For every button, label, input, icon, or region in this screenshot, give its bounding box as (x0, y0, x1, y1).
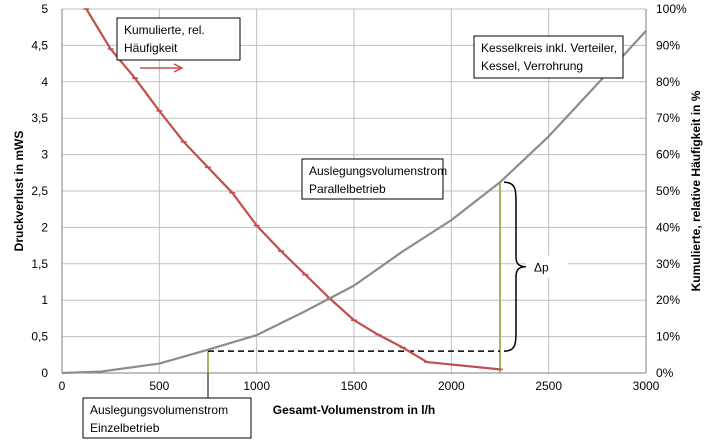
delta-p-brace (503, 181, 527, 352)
y2-tick-label: 30% (656, 257, 680, 271)
delta-p-bg (526, 255, 568, 278)
y-tick-label: 3 (41, 148, 48, 162)
x-tick-label: 2000 (438, 379, 465, 393)
series-layer (61, 8, 647, 375)
annotation-right-frame (473, 35, 624, 79)
annotation-right-text: Kesselkreis inkl. Verteiler, (481, 41, 617, 55)
annotation-left-text: Kumulierte, rel. (124, 23, 205, 37)
y2-tick-label: 80% (656, 75, 680, 89)
annotation-parallel: Auslegungsvolumenstrom Parallelbetrieb (301, 158, 447, 200)
y2-tick-label: 60% (656, 148, 680, 162)
y2-tick-label: 90% (656, 38, 680, 52)
annotation-right: Kesselkreis inkl. Verteiler, Kessel, Verr… (473, 35, 624, 79)
y2-tick-label: 0% (656, 366, 674, 380)
annotation-left-text: Häufigkeit (124, 41, 178, 55)
annotation-parallel-frame (301, 158, 444, 200)
x-tick-label: 1500 (341, 379, 368, 393)
x-axis-title: Gesamt-Volumenstrom in l/h (273, 403, 435, 417)
series-line-0 (85, 8, 501, 371)
x-tick-label: 2500 (535, 379, 562, 393)
x-tick-label: 500 (149, 379, 169, 393)
y-tick-label: 1,5 (31, 257, 48, 271)
y-tick-label: 5 (41, 2, 48, 16)
design-lines (207, 182, 501, 373)
x-tick-label: 3000 (633, 379, 660, 393)
delta-p-label: Δp (526, 255, 568, 278)
x-tick-label: 1000 (243, 379, 270, 393)
tick-labels: 0 500 1000 1500 2000 2500 3000 0 0,5 1 1,5 2 2,5 3 3,5… (31, 2, 687, 393)
y-tick-label: 3,5 (31, 111, 48, 125)
annotation-parallel-text: Parallelbetrieb (309, 182, 386, 196)
y-axis-title: Druckverlust in mWS (12, 131, 26, 252)
y-tick-label: 0 (41, 366, 48, 380)
y2-tick-label: 50% (656, 184, 680, 198)
annotation-single-text: Einzelbetrieb (90, 421, 160, 435)
y2-tick-label: 100% (656, 2, 687, 16)
y-tick-label: 2,5 (31, 184, 48, 198)
y-tick-label: 4,5 (31, 38, 48, 52)
arrow-head (173, 63, 184, 73)
y-tick-label: 2 (41, 220, 48, 234)
series-line-1 (61, 30, 647, 375)
y2-tick-label: 40% (656, 220, 680, 234)
axes (61, 9, 647, 374)
delta-p-text: Δp (534, 261, 549, 275)
y2-tick-label: 10% (656, 330, 680, 344)
y2-tick-label: 20% (656, 293, 680, 307)
y2-tick-label: 70% (656, 111, 680, 125)
annotation-left-frame (116, 17, 241, 61)
annotation-left: Kumulierte, rel. Häufigkeit (116, 17, 241, 61)
annotation-single-text: Auslegungsvolumenstrom (90, 403, 228, 417)
y-tick-label: 1 (41, 293, 48, 307)
y-tick-label: 0,5 (31, 330, 48, 344)
annotation-right-text: Kessel, Verrohrung (481, 59, 583, 73)
x-tick-label: 0 (59, 379, 66, 393)
y2-axis-title: Kumulierte, relative Häufigkeit in % (689, 90, 703, 291)
annotation-single-frame (82, 397, 252, 439)
y-tick-label: 4 (41, 75, 48, 89)
annotation-single: Auslegungsvolumenstrom Einzelbetrieb (82, 397, 252, 439)
annotations: Kumulierte, rel. Häufigkeit Kesselkreis in… (82, 17, 624, 439)
annotation-parallel-text: Auslegungsvolumenstrom (309, 164, 447, 178)
